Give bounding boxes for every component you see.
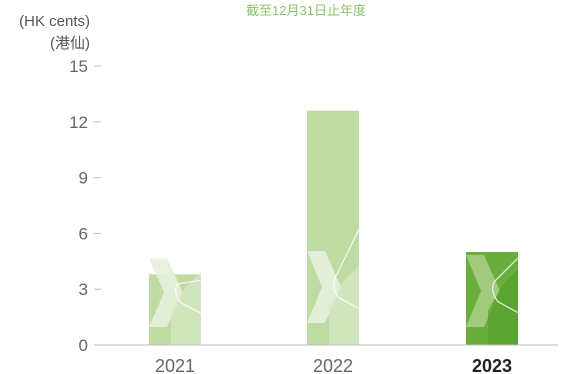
x-tick-label: 2023 bbox=[472, 356, 512, 374]
y-axis-ticks: 0 3 6 9 12 15 bbox=[69, 57, 101, 355]
x-axis-ticks: 2021 2022 2023 bbox=[155, 356, 512, 374]
y-tick-label: 12 bbox=[69, 113, 88, 132]
y-tick-label: 3 bbox=[79, 280, 88, 299]
bar-2021 bbox=[149, 258, 202, 345]
bar-accent-line bbox=[333, 229, 360, 310]
y-tick-label: 15 bbox=[69, 57, 88, 76]
bar-lower-facet bbox=[488, 269, 518, 345]
bar-2023 bbox=[466, 252, 519, 345]
x-tick-label: 2022 bbox=[313, 356, 353, 374]
bar-accent-line bbox=[175, 279, 202, 314]
bar-lower-facet bbox=[171, 272, 201, 345]
bar-accent-line bbox=[492, 257, 519, 314]
bar-lower-facet bbox=[329, 265, 359, 345]
y-tick-label: 0 bbox=[79, 336, 88, 355]
chart-subtitle: 截至12月31日止年度 bbox=[246, 3, 366, 18]
bar-2022 bbox=[307, 110, 360, 345]
y-unit-label-english: (HK cents) bbox=[19, 13, 90, 30]
x-tick-label: 2021 bbox=[155, 356, 195, 374]
y-tick-label: 9 bbox=[79, 169, 88, 188]
bar-group bbox=[149, 110, 519, 345]
y-unit-label-chinese: (港仙) bbox=[50, 35, 90, 52]
y-tick-label: 6 bbox=[79, 224, 88, 243]
